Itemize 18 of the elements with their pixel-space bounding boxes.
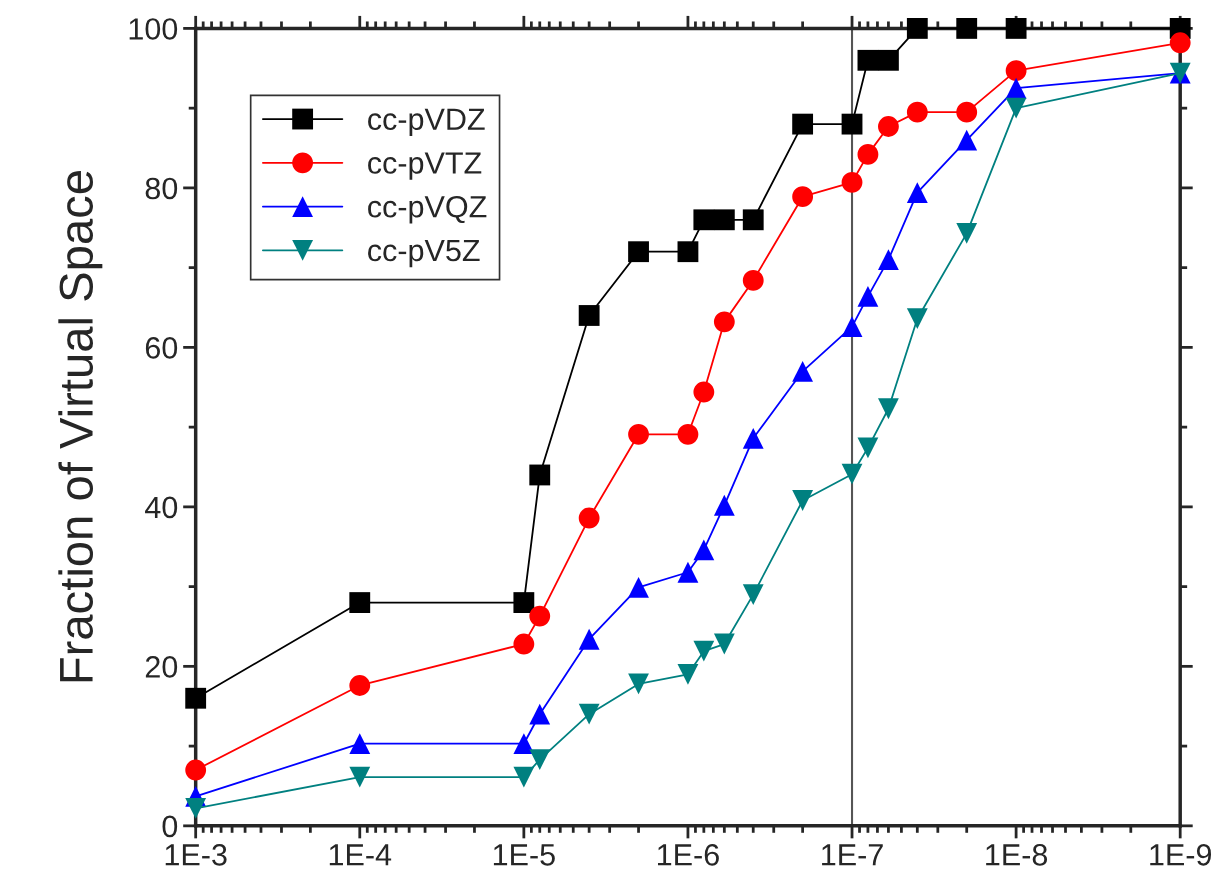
x-tick-label: 1E-7 <box>822 844 883 866</box>
x-tick-label: 1E-9 <box>1150 844 1212 866</box>
y-tick-label: 0 <box>162 815 178 838</box>
y-tick-label: 60 <box>145 337 178 359</box>
y-tick-label: 20 <box>145 656 178 678</box>
y-tick-label: 40 <box>145 496 178 519</box>
legend-label: cc-pVDZ <box>368 108 485 137</box>
x-tick-label: 1E-4 <box>329 844 392 866</box>
legend-label: cc-pV5Z <box>368 240 480 268</box>
x-tick-label: 1E-3 <box>165 844 227 866</box>
x-tick-label: 1E-8 <box>986 844 1048 866</box>
x-tick-label: 1E-5 <box>493 844 555 866</box>
x-tick-label: 1E-6 <box>658 844 719 866</box>
y-tick-label: 100 <box>129 18 178 40</box>
y-tick-label: 80 <box>145 177 178 200</box>
legend-label: cc-pVTZ <box>368 152 482 180</box>
y-axis-title: Fraction of Virtual Space <box>58 171 103 682</box>
legend-label: cc-pVQZ <box>368 195 487 224</box>
